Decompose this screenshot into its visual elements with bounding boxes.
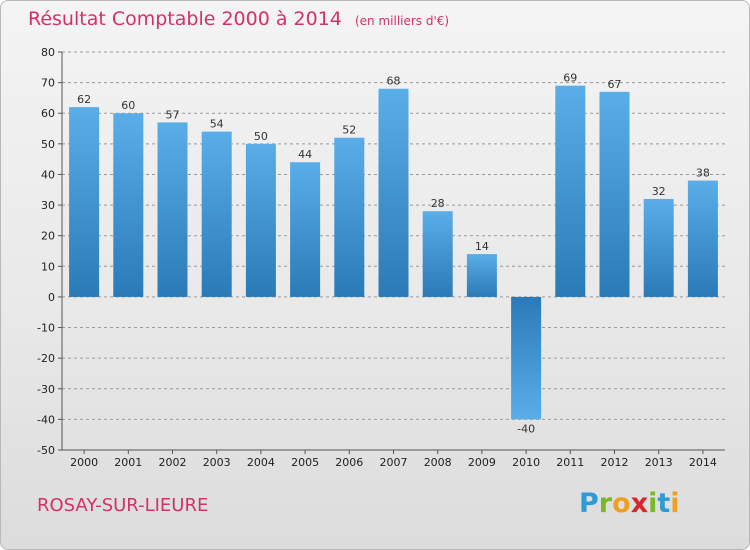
x-tick-label-2003: 2003 [203,456,231,469]
y-tick-label: 10 [41,260,55,273]
value-label-2011: 69 [563,72,577,85]
x-tick-label-2006: 2006 [335,456,363,469]
bar-2001 [113,113,144,297]
bar-2000 [69,107,100,297]
value-label-2005: 44 [298,148,312,161]
x-tick-label-2013: 2013 [645,456,673,469]
bar-2014 [687,180,718,297]
y-tick-label: -40 [37,413,55,426]
bar-2005 [290,162,321,297]
y-tick-label: -50 [37,444,55,457]
x-tick-label-2007: 2007 [380,456,408,469]
bar-2004 [245,143,276,297]
y-tick-label: 60 [41,107,55,120]
x-tick-label-2011: 2011 [556,456,584,469]
logo-letter: i [648,488,658,519]
y-tick-label: 80 [41,46,55,59]
x-tick-label-2012: 2012 [601,456,629,469]
bar-2003 [201,131,232,297]
y-tick-label: -30 [37,383,55,396]
logo-letter: x [630,488,649,519]
bar-2013 [643,198,674,297]
labels: 80706050403020100-10-20-30-40-5062200060… [37,46,717,469]
x-tick-label-2005: 2005 [291,456,319,469]
bars [69,85,718,420]
bar-2012 [599,91,630,297]
value-label-2001: 60 [121,99,135,112]
x-tick-label-2004: 2004 [247,456,275,469]
value-label-2014: 38 [696,167,710,180]
value-label-2006: 52 [342,124,356,137]
y-tick-label: 0 [48,291,55,304]
bar-2006 [334,137,365,297]
x-tick-label-2001: 2001 [114,456,142,469]
bar-2011 [555,85,586,297]
value-label-2013: 32 [652,185,666,198]
commune-name: ROSAY-SUR-LIEURE [37,495,209,516]
value-label-2012: 67 [608,78,622,91]
x-tick-label-2002: 2002 [159,456,187,469]
chart-title: Résultat Comptable 2000 à 2014 [28,8,342,30]
value-label-2002: 57 [166,108,180,121]
x-tick-label-2000: 2000 [70,456,98,469]
bar-2010 [511,296,542,420]
chart-title-block: Résultat Comptable 2000 à 2014 (en milli… [28,8,449,30]
bar-2002 [157,122,188,297]
value-label-2007: 68 [387,75,401,88]
value-label-2003: 54 [210,118,224,131]
y-tick-label: 70 [41,77,55,90]
bar-2007 [378,88,409,297]
x-tick-label-2009: 2009 [468,456,496,469]
value-label-2008: 28 [431,197,445,210]
y-tick-label: -10 [37,322,55,335]
logo-letter: r [598,488,613,519]
logo-letter: i [670,488,680,519]
logo-letter: o [612,488,631,519]
axes [58,51,725,454]
value-label-2004: 50 [254,130,268,143]
y-tick-label: -20 [37,352,55,365]
y-tick-label: 40 [41,168,55,181]
value-label-2000: 62 [77,93,91,106]
x-tick-label-2010: 2010 [512,456,540,469]
chart-subtitle: (en milliers d'€) [354,14,450,28]
y-tick-label: 20 [41,230,55,243]
x-tick-label-2008: 2008 [424,456,452,469]
y-tick-label: 30 [41,199,55,212]
bar-2008 [422,211,453,297]
value-label-2009: 14 [475,240,489,253]
bar-2009 [466,254,497,297]
value-label-2010: -40 [517,422,535,435]
proxiti-logo: Proxiti [579,488,680,519]
logo-letter: t [657,488,671,519]
logo-letter: P [579,488,599,519]
y-tick-label: 50 [41,138,55,151]
x-tick-label-2014: 2014 [689,456,717,469]
